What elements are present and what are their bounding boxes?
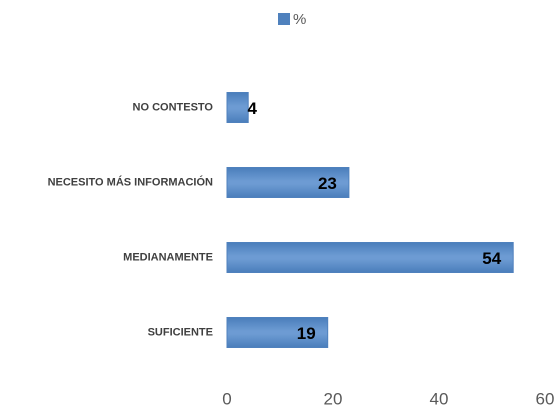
data-label: 54	[482, 249, 501, 268]
legend-swatch	[278, 13, 290, 25]
y-tick-label: MEDIANAMENTE	[123, 251, 213, 263]
legend-label: %	[293, 11, 306, 28]
bar	[226, 167, 350, 198]
bar	[226, 92, 249, 123]
x-tick-label: 60	[536, 389, 555, 408]
data-label: 19	[297, 324, 316, 343]
x-tick-label: 0	[222, 389, 231, 408]
data-label: 4	[248, 99, 258, 118]
y-tick-label: NECESITO MÁS INFORMACIÓN	[48, 175, 213, 188]
bar	[226, 317, 329, 348]
y-tick-label: NO CONTESTO	[133, 101, 214, 113]
bar	[226, 242, 514, 273]
x-tick-label: 20	[324, 389, 343, 408]
y-tick-label: SUFICIENTE	[148, 326, 213, 338]
x-tick-label: 40	[430, 389, 449, 408]
data-label: 23	[318, 174, 337, 193]
